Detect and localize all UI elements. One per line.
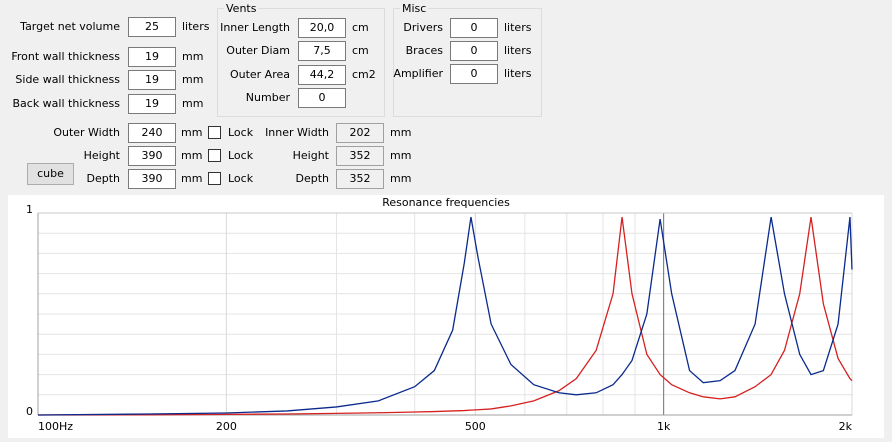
field-label: Height bbox=[83, 149, 120, 162]
x-tick-label: 100Hz bbox=[38, 420, 73, 433]
field-label: Front wall thickness bbox=[11, 50, 120, 63]
field-label: Depth bbox=[295, 172, 329, 185]
text-input[interactable]: 20,0 bbox=[298, 18, 346, 38]
field-label: Height bbox=[292, 149, 329, 162]
text-input[interactable]: 0 bbox=[450, 18, 498, 38]
checkbox-label: Lock bbox=[228, 149, 254, 162]
x-tick-label: 1k bbox=[657, 420, 671, 433]
unit-label: liters bbox=[182, 20, 210, 33]
unit-label: mm bbox=[181, 126, 203, 139]
unit-label: liters bbox=[504, 44, 532, 57]
text-input[interactable]: 240 bbox=[128, 123, 176, 143]
series-line bbox=[37, 216, 853, 416]
checkbox-label: Lock bbox=[228, 172, 254, 185]
field-label: Target net volume bbox=[20, 20, 120, 33]
field-label: Side wall thickness bbox=[15, 73, 120, 86]
x-tick-label: 200 bbox=[216, 420, 237, 433]
series-line bbox=[37, 216, 853, 416]
readonly-output: 352 bbox=[336, 146, 384, 166]
unit-label: cm bbox=[352, 21, 369, 34]
field-label: Outer Width bbox=[53, 126, 120, 139]
text-input[interactable]: 19 bbox=[128, 70, 176, 90]
field-label: Inner Length bbox=[220, 21, 290, 34]
unit-label: mm bbox=[390, 149, 412, 162]
cube-button[interactable]: cube bbox=[27, 163, 74, 185]
unit-label: mm bbox=[181, 149, 203, 162]
unit-label: mm bbox=[390, 172, 412, 185]
unit-label: mm bbox=[390, 126, 412, 139]
text-input[interactable]: 19 bbox=[128, 94, 176, 114]
text-input[interactable]: 19 bbox=[128, 47, 176, 67]
vents-group bbox=[217, 8, 385, 117]
misc-group bbox=[393, 8, 542, 117]
text-input[interactable]: 25 bbox=[128, 17, 176, 37]
text-input[interactable]: 0 bbox=[450, 41, 498, 61]
group-title: Vents bbox=[224, 2, 259, 16]
text-input[interactable]: 44,2 bbox=[298, 65, 346, 85]
text-input[interactable]: 0 bbox=[450, 64, 498, 84]
unit-label: liters bbox=[504, 67, 532, 80]
x-tick-label: 2k bbox=[839, 420, 853, 433]
lock-checkbox[interactable] bbox=[208, 149, 221, 162]
text-input[interactable]: 0 bbox=[298, 88, 346, 108]
group-title: Misc bbox=[400, 2, 429, 16]
unit-label: liters bbox=[504, 21, 532, 34]
lock-checkbox[interactable] bbox=[208, 172, 221, 185]
y-tick-label: 0 bbox=[26, 405, 33, 418]
text-input[interactable]: 7,5 bbox=[298, 41, 346, 61]
unit-label: cm2 bbox=[352, 68, 376, 81]
chart-panel bbox=[8, 195, 884, 438]
field-label: Outer Diam bbox=[226, 44, 290, 57]
unit-label: mm bbox=[182, 73, 204, 86]
lock-checkbox[interactable] bbox=[208, 126, 221, 139]
field-label: Outer Area bbox=[229, 68, 290, 81]
field-label: Back wall thickness bbox=[12, 97, 120, 110]
unit-label: mm bbox=[181, 172, 203, 185]
y-tick-label: 1 bbox=[26, 203, 33, 216]
field-label: Braces bbox=[405, 44, 443, 57]
field-label: Inner Width bbox=[265, 126, 329, 139]
unit-label: mm bbox=[182, 97, 204, 110]
field-label: Depth bbox=[86, 172, 120, 185]
unit-label: cm bbox=[352, 44, 369, 57]
text-input[interactable]: 390 bbox=[128, 146, 176, 166]
checkbox-label: Lock bbox=[228, 126, 254, 139]
field-label: Number bbox=[245, 91, 290, 104]
field-label: Amplifier bbox=[393, 67, 443, 80]
readonly-output: 202 bbox=[336, 123, 384, 143]
text-input[interactable]: 390 bbox=[128, 169, 176, 189]
unit-label: mm bbox=[182, 50, 204, 63]
x-tick-label: 500 bbox=[465, 420, 486, 433]
chart-title: Resonance frequencies bbox=[382, 196, 510, 209]
field-label: Drivers bbox=[403, 21, 443, 34]
readonly-output: 352 bbox=[336, 169, 384, 189]
